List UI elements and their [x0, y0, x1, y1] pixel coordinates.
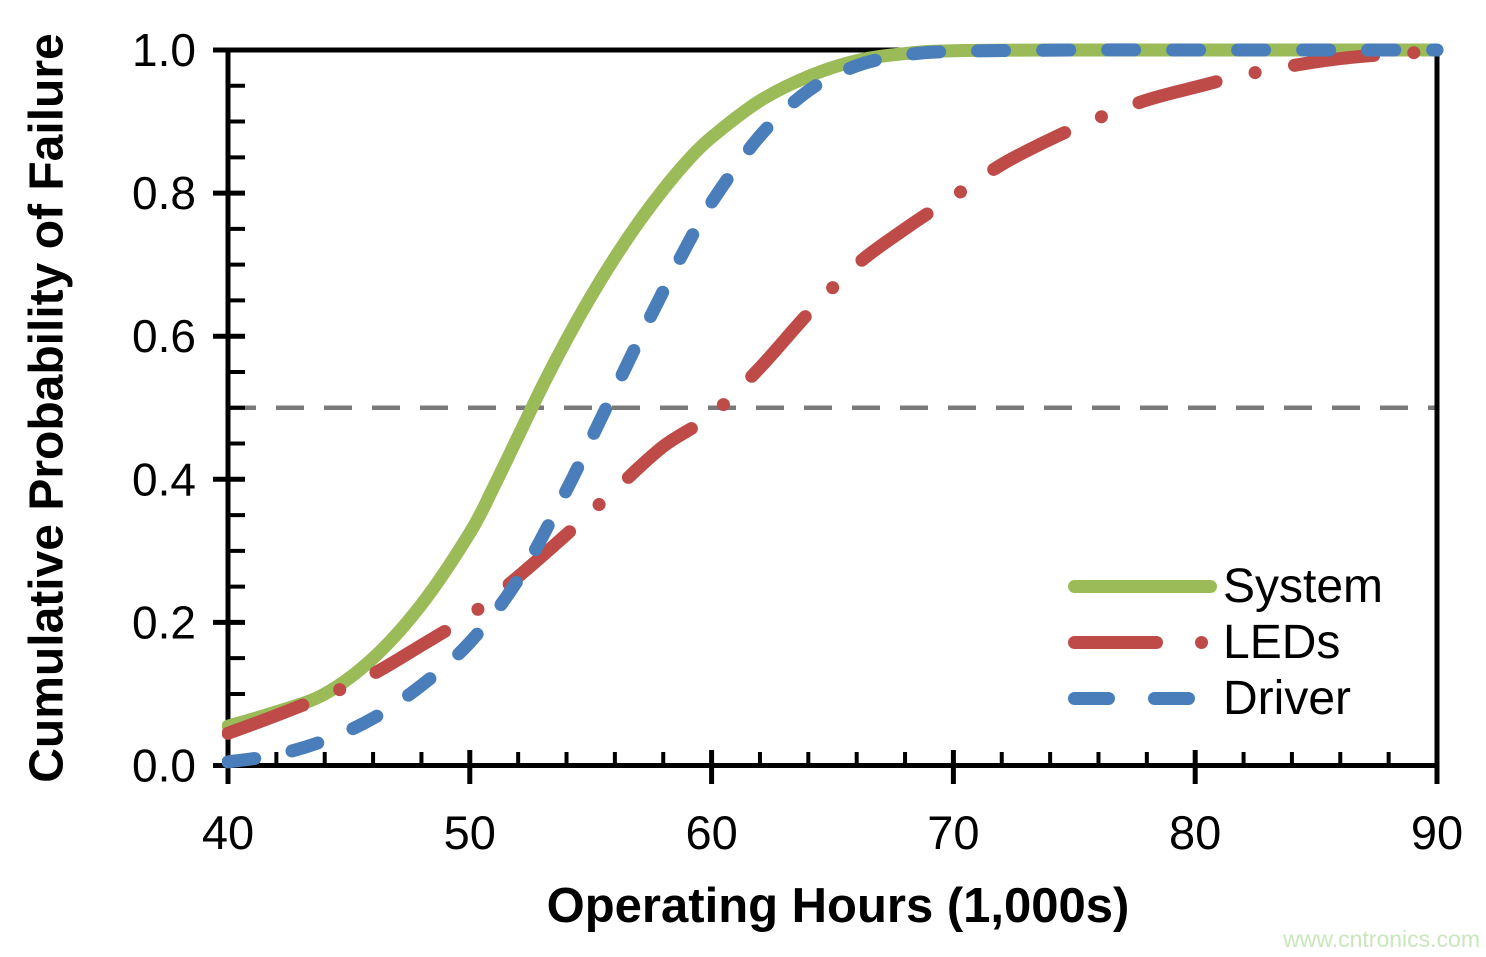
dash-line-sample — [1068, 692, 1115, 705]
legend-swatch-driver — [1068, 692, 1223, 706]
legend-swatch-leds — [1068, 636, 1223, 650]
x-tick-label: 80 — [1169, 806, 1221, 859]
series-line-driver — [222, 43, 1444, 769]
y-tick-label: 0.8 — [132, 167, 196, 219]
legend-label-system: System — [1223, 560, 1384, 613]
dash-line-sample — [1148, 692, 1195, 705]
legend-item-system: System — [1068, 559, 1383, 615]
legend-swatch-system — [1068, 580, 1223, 594]
x-tick-label: 60 — [685, 806, 737, 859]
x-tick-label: 50 — [444, 806, 496, 859]
legend-item-leds: LEDs — [1068, 615, 1383, 671]
legend-label-driver: Driver — [1223, 672, 1351, 725]
solid-line-sample — [1068, 580, 1217, 593]
watermark: www.cntronics.com — [1283, 926, 1480, 952]
legend-item-driver: Driver — [1068, 671, 1383, 727]
x-tick-label: 90 — [1411, 806, 1463, 859]
x-tick-label: 70 — [927, 806, 979, 859]
series-line-leds — [222, 44, 1444, 740]
legend-label-leds: LEDs — [1223, 616, 1341, 669]
legend: System LEDs Driver — [1068, 559, 1383, 727]
y-tick-label: 0.6 — [132, 310, 196, 362]
y-tick-label: 0.0 — [132, 740, 196, 792]
dot-sample — [1195, 636, 1208, 649]
y-axis-title: Cumulative Probability of Failure — [20, 33, 74, 783]
x-tick-label: 40 — [202, 806, 254, 859]
x-axis-title: Operating Hours (1,000s) — [546, 879, 1130, 933]
dash-line-sample — [1068, 636, 1163, 649]
y-tick-label: 0.4 — [132, 453, 196, 505]
y-tick-label: 1.0 — [132, 24, 196, 76]
y-tick-label: 0.2 — [132, 596, 196, 648]
